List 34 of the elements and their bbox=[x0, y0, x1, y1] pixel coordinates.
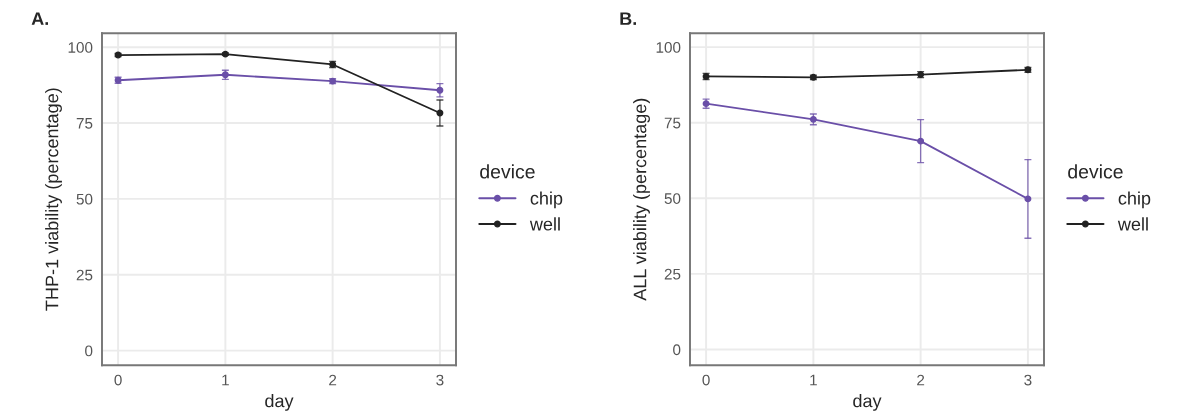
y-axis-title: THP-1 viability (percentage) bbox=[45, 88, 62, 311]
x-tick-label: 1 bbox=[222, 374, 229, 386]
y-tick-label: 25 bbox=[76, 269, 93, 281]
x-axis-title: day bbox=[265, 394, 294, 411]
x-tick-label: 1 bbox=[810, 374, 817, 386]
chart-title: B. bbox=[620, 12, 637, 25]
y-tick-label: 75 bbox=[76, 118, 93, 129]
y-tick-label: 100 bbox=[68, 42, 93, 53]
y-tick-label: 50 bbox=[76, 193, 93, 205]
y-tick-label: 100 bbox=[656, 41, 681, 53]
x-tick-label: 0 bbox=[702, 374, 710, 386]
x-tick-label: 2 bbox=[329, 374, 337, 386]
legend-label: well bbox=[1117, 217, 1148, 231]
point bbox=[436, 86, 444, 94]
x-tick-label: 2 bbox=[917, 374, 925, 386]
point bbox=[436, 109, 444, 117]
legend-label: chip bbox=[1118, 191, 1151, 209]
y-tick-label: 25 bbox=[664, 268, 681, 280]
y-axis-title: ALL viability (percentage) bbox=[633, 98, 650, 301]
legend-label: chip bbox=[530, 191, 563, 209]
x-tick-label: 3 bbox=[436, 374, 444, 386]
y-tick-label: 50 bbox=[664, 193, 681, 204]
x-tick-label: 0 bbox=[114, 374, 122, 386]
y-tick-label: 0 bbox=[673, 344, 681, 356]
legend-title: device bbox=[480, 164, 535, 179]
legend-label: well bbox=[529, 217, 560, 231]
x-tick-label: 3 bbox=[1024, 374, 1032, 386]
x-axis-title: day bbox=[853, 394, 882, 411]
legend-title: device bbox=[1068, 164, 1123, 179]
y-tick-label: 0 bbox=[85, 345, 93, 357]
point bbox=[917, 137, 925, 145]
chart-title: A. bbox=[31, 12, 49, 25]
point bbox=[1024, 195, 1032, 203]
y-tick-label: 75 bbox=[664, 117, 681, 129]
